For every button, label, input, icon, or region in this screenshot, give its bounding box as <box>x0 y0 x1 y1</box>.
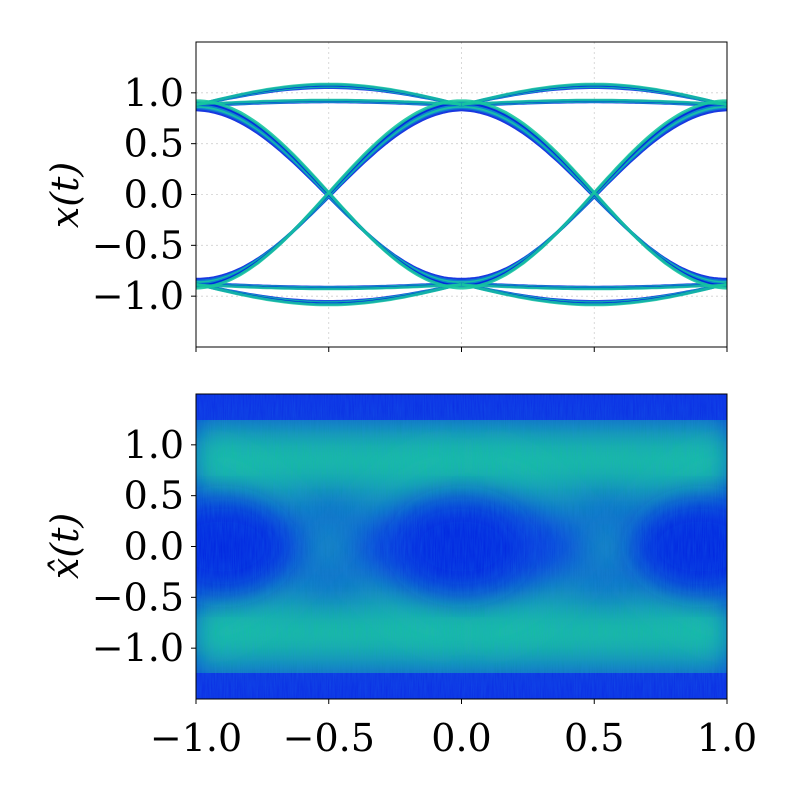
bottom-x-tick-label: −1.0 <box>150 716 242 760</box>
bottom-x-tick-label: 0.0 <box>431 716 491 760</box>
top-y-tick-label: −0.5 <box>92 223 184 267</box>
top-traces <box>196 82 727 307</box>
top-transition-trace <box>196 99 462 290</box>
bottom-x-ticks: −1.0 −0.5 0.0 0.5 1.0 <box>150 699 757 760</box>
bottom-eye-diagram-panel: −1.0 −0.5 0.0 0.5 1.0 −1.0 −0.5 0.0 0.5 1.0 x̂(t… <box>43 393 757 760</box>
top-y-tick-label: 0.0 <box>124 173 184 217</box>
bottom-y-ticks: −1.0 −0.5 0.0 0.5 1.0 <box>92 423 196 670</box>
top-y-axis-label: x(t) <box>43 162 87 228</box>
top-y-tick-label: −1.0 <box>92 274 184 318</box>
bottom-y-tick-label: −0.5 <box>92 575 184 619</box>
bottom-y-tick-label: 0.0 <box>124 525 184 569</box>
top-eye-diagram-panel: −1.0 −0.5 0.0 0.5 1.0 x(t) <box>43 41 728 352</box>
top-level-trace <box>196 283 462 291</box>
top-y-ticks: −1.0 −0.5 0.0 0.5 1.0 <box>92 71 196 318</box>
bottom-y-tick-label: 0.5 <box>124 474 184 518</box>
bottom-y-axis-label: x̂(t) <box>43 513 87 579</box>
bottom-heatmap <box>196 394 727 699</box>
bottom-x-tick-label: 0.5 <box>564 716 624 760</box>
top-overshoot-trace <box>196 82 462 107</box>
top-overshoot-trace <box>196 282 462 307</box>
top-overshoot-trace <box>461 282 727 307</box>
bottom-x-tick-label: −0.5 <box>283 716 375 760</box>
bottom-y-tick-label: −1.0 <box>92 626 184 670</box>
top-level-trace <box>461 98 727 106</box>
top-y-tick-label: 1.0 <box>124 71 184 115</box>
top-transition-trace <box>461 99 727 290</box>
top-y-tick-label: 0.5 <box>124 122 184 166</box>
top-overshoot-trace <box>461 82 727 107</box>
top-x-ticks <box>195 347 728 352</box>
bottom-y-tick-label: 1.0 <box>124 423 184 467</box>
top-level-trace <box>461 283 727 291</box>
bottom-x-tick-label: 1.0 <box>697 716 757 760</box>
top-level-trace <box>196 98 462 106</box>
